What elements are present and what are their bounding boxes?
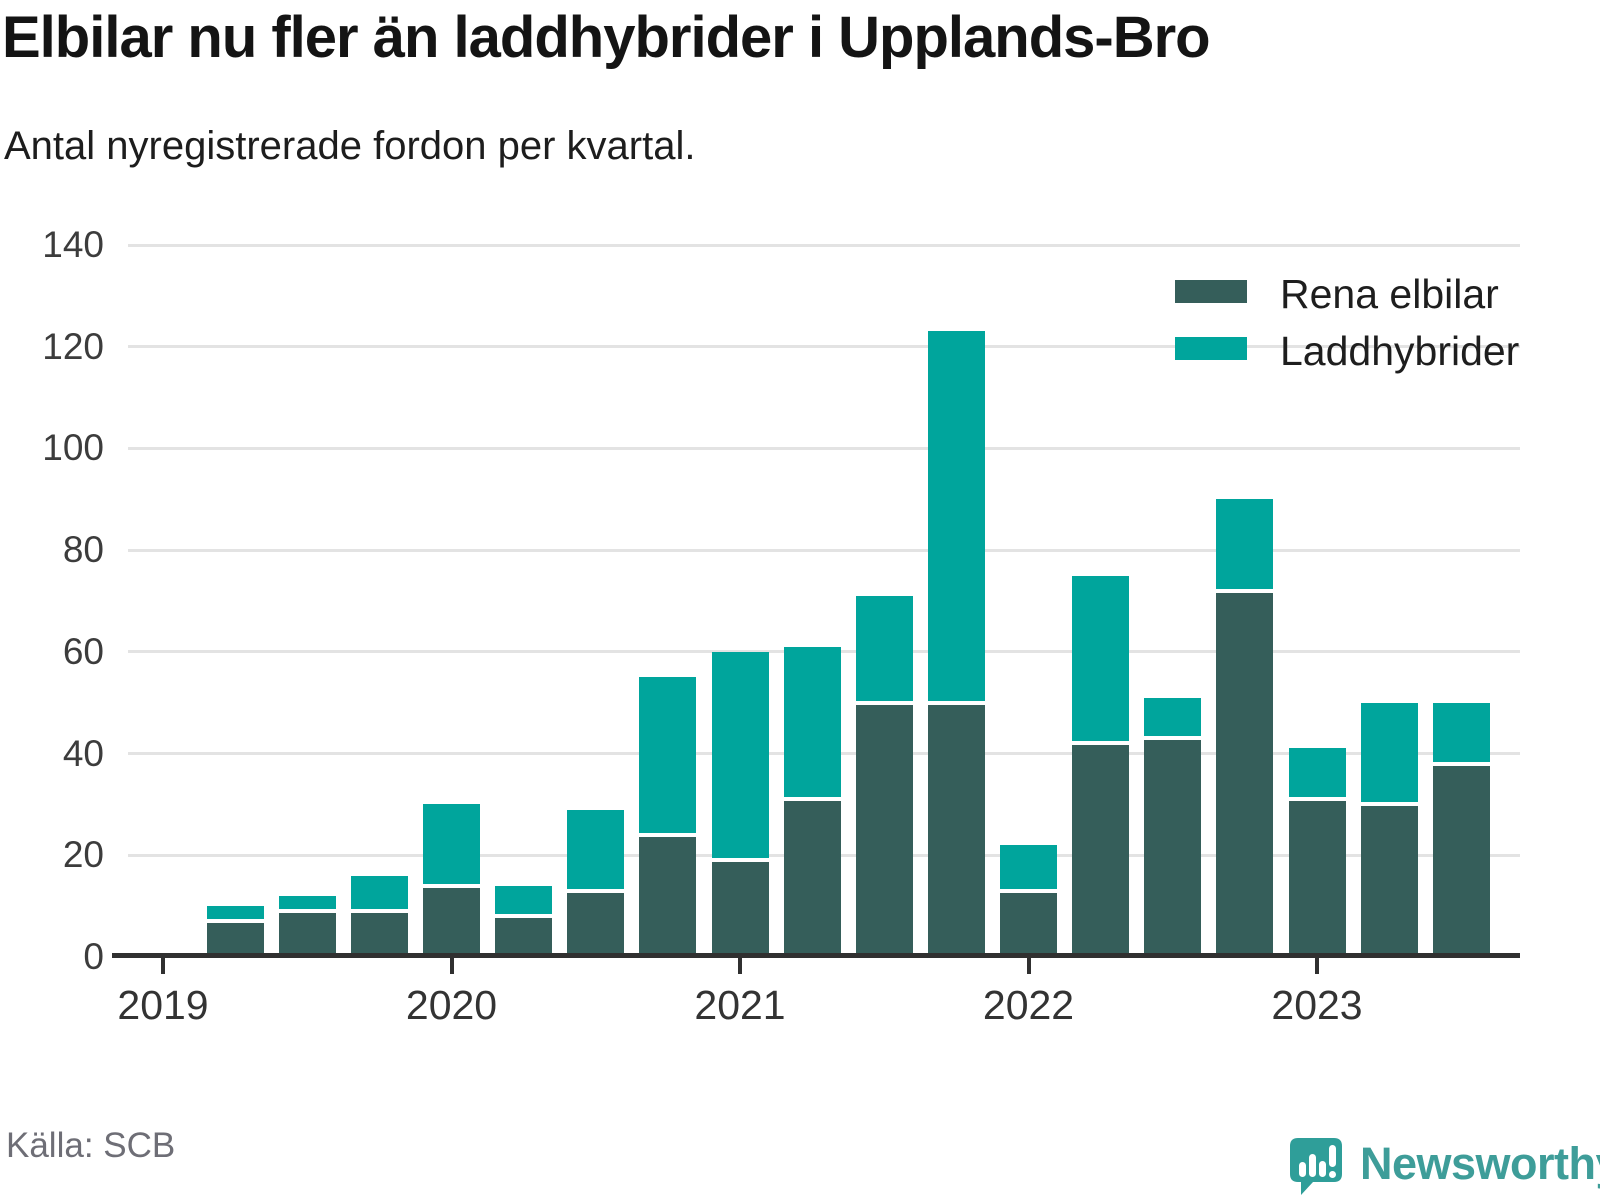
- bar-segment-divider-2021 Q1: [711, 858, 769, 863]
- bar-segment-rena-elbilar-2020 Q1: [423, 885, 480, 957]
- bar-segment-rena-elbilar-2022 Q1: [1000, 890, 1057, 957]
- bar-segment-laddhybrider-2020 Q1: [423, 804, 480, 886]
- bar-segment-laddhybrider-2020 Q3: [567, 809, 625, 891]
- gridline-y-80: [128, 548, 1520, 552]
- y-tick-label-0: 0: [83, 936, 104, 977]
- bar-segment-divider-2020 Q2: [495, 914, 553, 919]
- x-tick-mark-2022: [1026, 957, 1031, 974]
- newsworthy-brand: Newsworthy: [1288, 1136, 1600, 1198]
- bar-segment-laddhybrider-2019 Q2: [206, 906, 264, 922]
- bar-segment-rena-elbilar-2023 Q1: [1288, 799, 1346, 957]
- gridline-y-100: [128, 446, 1520, 450]
- bar-segment-laddhybrider-2022 Q4: [1216, 499, 1274, 591]
- bar-segment-rena-elbilar-2021 Q1: [711, 860, 769, 957]
- bar-segment-divider-2023 Q1: [1288, 797, 1346, 802]
- x-tick-label-2021: 2021: [694, 982, 786, 1028]
- source-credit: Källa: SCB: [6, 1126, 176, 1165]
- bar-segment-laddhybrider-2021 Q4: [927, 331, 985, 703]
- bar-segment-rena-elbilar-2021 Q3: [855, 702, 913, 957]
- legend-swatch-laddhybrider: [1175, 337, 1247, 360]
- bar-segment-rena-elbilar-2019 Q2: [206, 921, 264, 957]
- y-tick-label-20: 20: [62, 834, 104, 876]
- bar-segment-laddhybrider-2022 Q1: [1000, 845, 1057, 891]
- bar-segment-rena-elbilar-2021 Q2: [783, 799, 841, 957]
- bar-segment-divider-2022 Q4: [1216, 588, 1274, 593]
- bar-segment-divider-2021 Q3: [855, 700, 913, 705]
- bar-segment-rena-elbilar-2022 Q3: [1144, 738, 1202, 957]
- bar-segment-divider-2019 Q3: [278, 909, 336, 914]
- gridline-y-140: [128, 243, 1520, 247]
- legend-swatch-rena-elbilar: [1175, 280, 1247, 303]
- y-tick-label-40: 40: [62, 732, 104, 774]
- bar-segment-divider-2022 Q3: [1144, 736, 1202, 741]
- bar-segment-laddhybrider-2020 Q2: [495, 885, 553, 917]
- legend-label-rena-elbilar: Rena elbilar: [1280, 271, 1499, 317]
- bar-segment-rena-elbilar-2019 Q4: [350, 911, 408, 957]
- bar-segment-laddhybrider-2020 Q4: [639, 677, 697, 835]
- bar-segment-laddhybrider-2022 Q2: [1072, 575, 1130, 744]
- chart-subtitle: Antal nyregistrerade fordon per kvartal.: [4, 124, 696, 168]
- bar-segment-divider-2021 Q4: [927, 700, 985, 705]
- bar-segment-divider-2020 Q1: [423, 883, 480, 888]
- bar-segment-laddhybrider-2019 Q3: [278, 895, 336, 912]
- bar-segment-rena-elbilar-2020 Q3: [567, 890, 625, 957]
- newsworthy-wordmark: Newsworthy: [1360, 1138, 1600, 1189]
- bar-segment-laddhybrider-2023 Q3: [1432, 702, 1490, 764]
- x-tick-label-2023: 2023: [1271, 982, 1363, 1028]
- x-tick-label-2019: 2019: [117, 982, 209, 1028]
- bar-segment-laddhybrider-2023 Q2: [1360, 702, 1418, 805]
- bar-segment-divider-2022 Q2: [1072, 741, 1130, 746]
- legend-item-rena-elbilar: Rena elbilar: [1175, 272, 1519, 316]
- bar-segment-divider-2023 Q3: [1432, 761, 1490, 766]
- legend: Rena elbilar Laddhybrider: [1175, 272, 1519, 386]
- y-tick-label-100: 100: [42, 427, 104, 469]
- x-axis-line: [112, 953, 1520, 958]
- bar-segment-laddhybrider-2021 Q2: [783, 646, 841, 800]
- x-tick-mark-2021: [738, 957, 742, 974]
- bar-segment-rena-elbilar-2020 Q2: [495, 916, 553, 957]
- bar-segment-laddhybrider-2022 Q3: [1144, 697, 1202, 739]
- bar-segment-rena-elbilar-2022 Q4: [1216, 590, 1274, 957]
- bar-segment-rena-elbilar-2021 Q4: [927, 702, 985, 957]
- newsworthy-logo-icon: [1290, 1138, 1342, 1195]
- bar-segment-laddhybrider-2021 Q1: [711, 651, 769, 861]
- bar-segment-rena-elbilar-2019 Q3: [278, 911, 336, 957]
- bar-segment-divider-2021 Q2: [783, 797, 841, 802]
- x-tick-mark-2019: [161, 957, 165, 974]
- bar-segment-rena-elbilar-2023 Q2: [1360, 804, 1418, 957]
- y-tick-label-140: 140: [42, 224, 104, 265]
- chart-title: Elbilar nu fler än laddhybrider i Upplan…: [2, 5, 1211, 70]
- bar-segment-laddhybrider-2021 Q3: [855, 595, 913, 703]
- x-tick-label-2022: 2022: [982, 982, 1075, 1028]
- bar-segment-divider-2019 Q4: [350, 909, 408, 914]
- legend-label-laddhybrider: Laddhybrider: [1280, 328, 1520, 374]
- bar-segment-divider-2020 Q3: [567, 888, 625, 893]
- x-tick-mark-2020: [449, 957, 454, 974]
- bar-segment-divider-2020 Q4: [639, 832, 697, 837]
- bar-segment-laddhybrider-2019 Q4: [350, 875, 408, 912]
- x-tick-mark-2023: [1315, 957, 1319, 974]
- y-tick-label-60: 60: [62, 630, 104, 672]
- x-tick-label-2020: 2020: [405, 982, 498, 1028]
- bar-segment-laddhybrider-2023 Q1: [1288, 748, 1346, 800]
- gridline-y-120: [128, 345, 1520, 349]
- bar-segment-rena-elbilar-2020 Q4: [639, 834, 697, 957]
- bar-segment-divider-2019 Q2: [206, 919, 264, 924]
- bar-segment-rena-elbilar-2022 Q2: [1072, 743, 1130, 957]
- y-tick-label-80: 80: [62, 529, 104, 571]
- legend-item-laddhybrider: Laddhybrider: [1175, 329, 1519, 373]
- bar-segment-divider-2023 Q2: [1360, 802, 1418, 807]
- bar-segment-rena-elbilar-2023 Q3: [1432, 763, 1490, 957]
- y-tick-label-120: 120: [42, 325, 104, 367]
- bar-segment-divider-2022 Q1: [1000, 888, 1057, 893]
